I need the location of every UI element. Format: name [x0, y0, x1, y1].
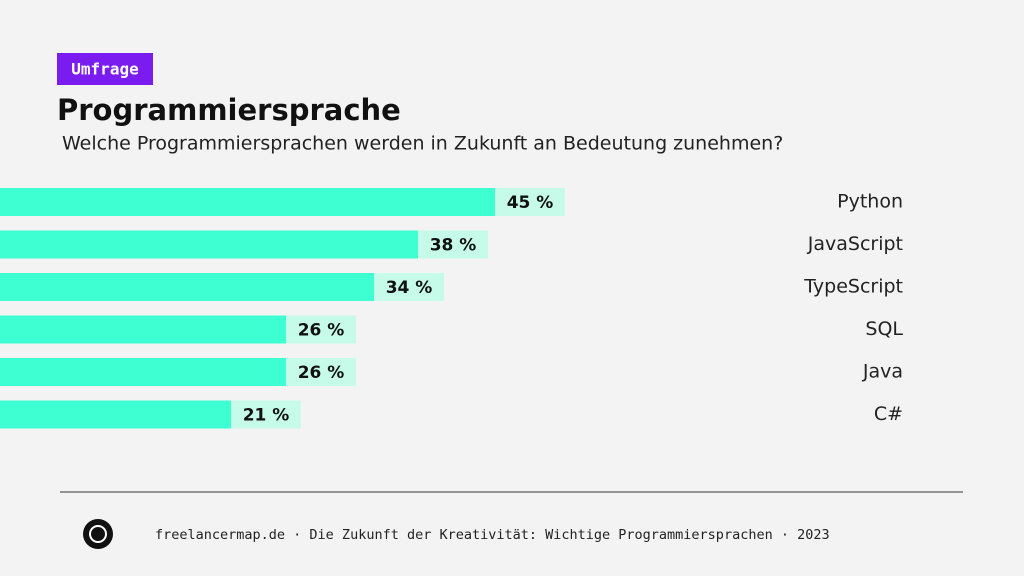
- value-label-background: [374, 273, 444, 301]
- chart-title: Programmiersprache: [57, 93, 401, 127]
- value-label: 34 %: [386, 278, 433, 298]
- bar: [0, 188, 495, 216]
- value-label: 21 %: [243, 406, 290, 426]
- logo: [83, 519, 113, 549]
- bar: [0, 315, 286, 344]
- bar: [0, 358, 286, 386]
- value-label: 26 %: [298, 321, 345, 341]
- bar: [0, 273, 374, 301]
- category-label: SQL: [865, 318, 903, 340]
- category-label: TypeScript: [803, 276, 903, 298]
- category-label: C#: [874, 403, 903, 425]
- value-label: 38 %: [430, 236, 477, 256]
- value-label-background: [286, 358, 356, 386]
- bars: 45 % Python 38 % JavaScript 34 % TypeScript 26…: [0, 188, 903, 429]
- value-label-background: [286, 315, 356, 344]
- category-label: Java: [862, 361, 903, 383]
- bar: [0, 400, 231, 429]
- logo-ring: [89, 525, 107, 543]
- value-label: 26 %: [298, 363, 345, 383]
- source: freelancermap.de · Die Zukunft der Kreat…: [155, 527, 830, 543]
- chart-subtitle: Welche Programmiersprachen werden in Zuk…: [62, 133, 783, 155]
- value-label: 45 %: [507, 193, 554, 213]
- value-label-background: [231, 400, 301, 429]
- tag-background: [57, 53, 153, 85]
- category-label: Python: [837, 191, 903, 213]
- bar: [0, 230, 418, 259]
- category-label: JavaScript: [807, 233, 903, 255]
- value-label-background: [495, 188, 565, 216]
- value-label-background: [418, 230, 488, 259]
- tag: Umfrage: [71, 60, 138, 79]
